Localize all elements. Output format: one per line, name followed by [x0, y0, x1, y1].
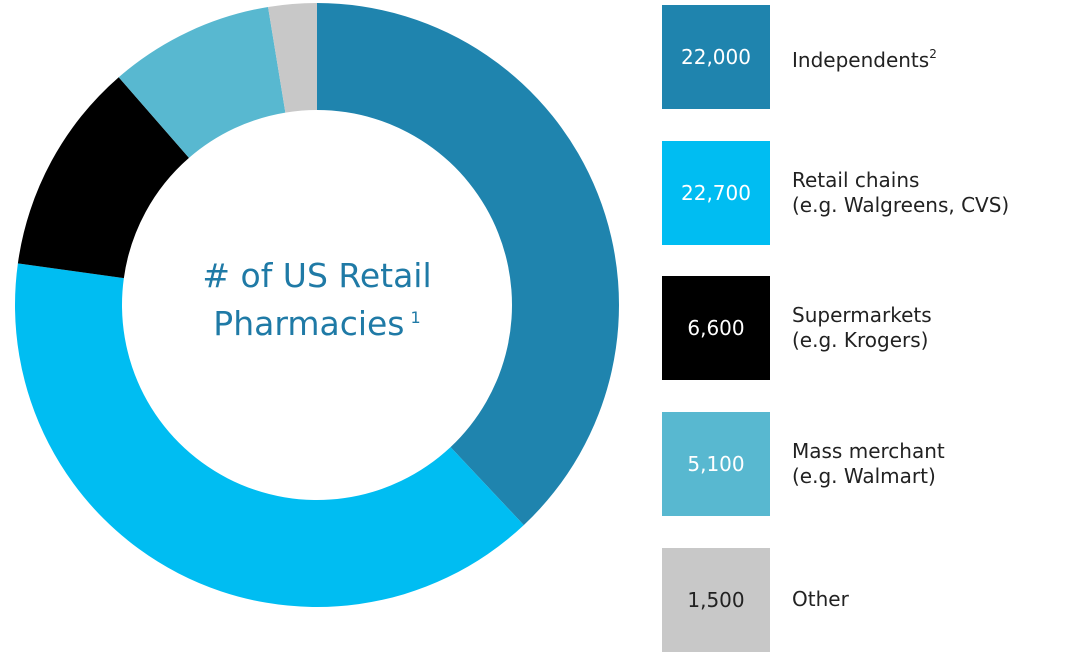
donut-segment [268, 3, 317, 113]
legend-text: Other [792, 587, 849, 612]
legend-swatch: 22,700 [662, 140, 770, 245]
legend-swatch: 22,000 [662, 5, 770, 109]
legend-text: Supermarkets (e.g. Krogers) [792, 303, 932, 353]
legend-entry: Other [792, 548, 849, 652]
legend-footnote: 2 [929, 46, 937, 61]
donut-segment [15, 263, 524, 607]
value-label: 1,500 [687, 587, 745, 612]
legend-label: Retail chains (e.g. Walgreens, CVS) [792, 167, 1010, 217]
title-footnote: 1 [410, 308, 421, 327]
donut-segment [118, 6, 286, 158]
legend-label: Other [792, 587, 849, 612]
legend-swatch: 1,500 [662, 547, 770, 652]
legend-text: Retail chains (e.g. Walgreens, CVS) [792, 168, 1009, 218]
value-label: 22,000 [681, 45, 751, 69]
legend-text: Mass merchant (e.g. Walmart) [792, 439, 945, 489]
legend-entry: Retail chains (e.g. Walgreens, CVS) [792, 141, 1009, 245]
value-label: 22,700 [681, 180, 751, 205]
center-title: # of US Retail Pharmacies 1 [167, 255, 467, 345]
title: # of US Retail Pharmacies [202, 256, 432, 343]
donut-segment [17, 77, 189, 279]
legend-swatch: 5,100 [662, 412, 770, 517]
legend-text: Independents2 [792, 42, 937, 73]
legend-entry: Mass merchant (e.g. Walmart) [792, 412, 945, 516]
value-label: 5,100 [687, 452, 745, 477]
legend-label: Supermarkets (e.g. Krogers) [792, 303, 932, 353]
legend-label: Independents [792, 47, 930, 72]
donut-segment [317, 3, 619, 526]
legend-swatch: 6,600 [662, 276, 770, 381]
legend-entry: Independents2 [792, 5, 937, 109]
legend-label: Mass merchant (e.g. Walmart) [792, 439, 945, 489]
legend-entry: Supermarkets (e.g. Krogers) [792, 276, 932, 380]
value-label: 6,600 [687, 316, 745, 341]
